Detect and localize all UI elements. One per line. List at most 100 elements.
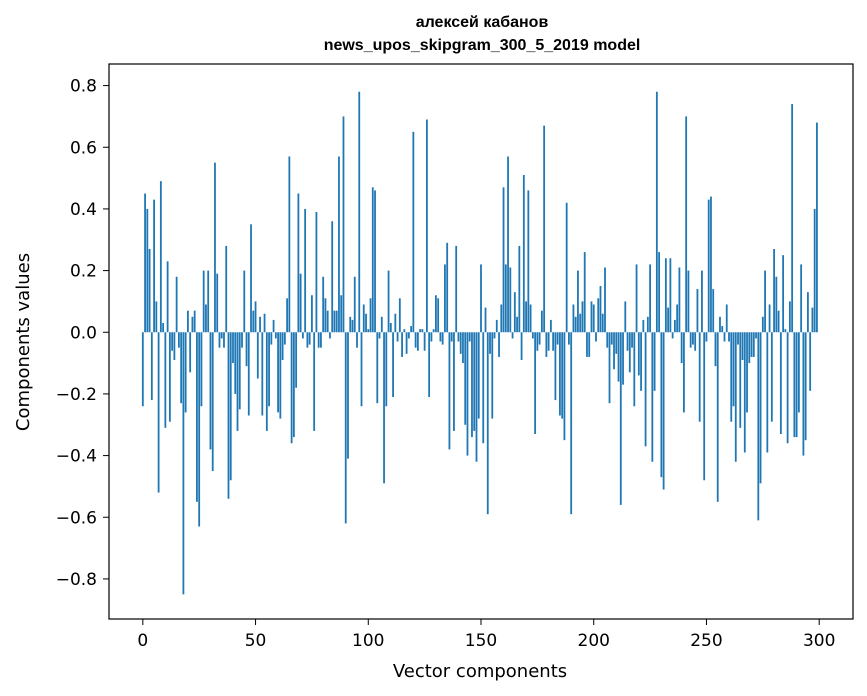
bar-248 xyxy=(701,270,703,333)
bar-series xyxy=(141,91,818,595)
bar-39 xyxy=(229,332,232,481)
bar-17 xyxy=(180,332,183,404)
bar-279 xyxy=(770,332,773,422)
bar-239 xyxy=(680,332,683,364)
bar-96 xyxy=(358,91,361,333)
bar-255 xyxy=(716,332,719,502)
bar-271 xyxy=(752,332,755,357)
bar-280 xyxy=(773,249,775,333)
x-tick-label-150: 150 xyxy=(465,631,497,651)
bar-127 xyxy=(428,332,431,397)
x-tick-label-0: 0 xyxy=(137,631,148,651)
bar-0 xyxy=(141,332,144,407)
bar-3 xyxy=(148,249,151,333)
bar-9 xyxy=(162,323,165,333)
bar-282 xyxy=(777,310,780,333)
bar-166 xyxy=(516,316,518,333)
bar-107 xyxy=(383,332,385,484)
bar-208 xyxy=(610,332,613,345)
bar-97 xyxy=(360,332,363,407)
bar-262 xyxy=(732,332,735,407)
bar-242 xyxy=(687,270,690,333)
bar-58 xyxy=(272,319,275,333)
bar-24 xyxy=(196,332,198,502)
bar-251 xyxy=(707,199,710,333)
bar-175 xyxy=(536,332,539,351)
bar-1 xyxy=(144,193,146,333)
bar-114 xyxy=(398,298,401,333)
bar-273 xyxy=(757,332,760,521)
bar-211 xyxy=(617,332,620,382)
bar-241 xyxy=(685,116,688,333)
bar-136 xyxy=(448,332,451,450)
bar-267 xyxy=(743,332,746,453)
bar-6 xyxy=(155,301,158,333)
bar-292 xyxy=(800,264,803,333)
bar-218 xyxy=(633,332,636,407)
bar-54 xyxy=(263,313,266,333)
bar-190 xyxy=(570,332,573,515)
bar-47 xyxy=(247,332,250,416)
bar-217 xyxy=(631,332,633,348)
bar-137 xyxy=(450,332,453,342)
bar-89 xyxy=(342,116,345,333)
bar-130 xyxy=(435,295,437,333)
bar-177 xyxy=(540,310,543,333)
bar-49 xyxy=(252,310,255,333)
bar-164 xyxy=(511,332,514,339)
bar-80 xyxy=(322,276,325,333)
bar-272 xyxy=(755,332,757,339)
bar-174 xyxy=(534,332,537,434)
y-tick-label-5: 0.2 xyxy=(70,262,97,282)
y-tick-label-0: −0.8 xyxy=(56,570,97,590)
bar-258 xyxy=(723,332,726,342)
bar-38 xyxy=(227,332,230,499)
bar-253 xyxy=(712,289,715,333)
bar-201 xyxy=(595,332,597,342)
bar-145 xyxy=(468,332,471,342)
y-tick-label-8: 0.8 xyxy=(70,77,97,97)
bar-289 xyxy=(793,332,796,438)
bar-42 xyxy=(236,332,239,431)
bar-203 xyxy=(599,286,602,333)
bar-86 xyxy=(335,310,338,333)
bar-82 xyxy=(326,310,329,333)
bar-180 xyxy=(547,332,550,351)
bar-61 xyxy=(279,332,282,419)
bar-76 xyxy=(313,332,316,431)
bar-259 xyxy=(725,304,728,333)
bar-64 xyxy=(286,298,289,333)
bar-111 xyxy=(392,332,394,397)
bar-298 xyxy=(813,208,816,333)
bar-163 xyxy=(509,267,512,333)
bar-70 xyxy=(299,273,302,333)
bar-151 xyxy=(482,332,485,444)
bar-56 xyxy=(268,332,270,407)
bar-284 xyxy=(782,255,785,333)
bar-134 xyxy=(444,264,446,333)
bar-133 xyxy=(441,332,444,345)
bar-181 xyxy=(549,319,552,333)
bar-197 xyxy=(586,332,588,357)
bar-260 xyxy=(728,332,730,342)
bar-200 xyxy=(592,304,595,333)
bar-101 xyxy=(369,298,372,333)
bar-121 xyxy=(414,332,417,348)
bar-228 xyxy=(655,91,658,333)
bar-173 xyxy=(531,332,534,339)
y-tick-label-4: 0.0 xyxy=(70,323,97,343)
bar-147 xyxy=(473,332,476,431)
bar-249 xyxy=(703,332,706,481)
bar-115 xyxy=(401,332,403,357)
bar-8 xyxy=(159,181,162,333)
y-tick-label-7: 0.6 xyxy=(70,138,97,158)
bar-268 xyxy=(746,332,748,413)
bar-128 xyxy=(430,332,433,342)
bar-135 xyxy=(446,242,449,333)
bar-185 xyxy=(559,332,561,416)
plot-area-frame xyxy=(108,63,854,620)
bar-140 xyxy=(457,332,460,342)
bar-110 xyxy=(389,323,392,333)
bar-261 xyxy=(730,332,733,422)
bar-168 xyxy=(520,332,523,360)
